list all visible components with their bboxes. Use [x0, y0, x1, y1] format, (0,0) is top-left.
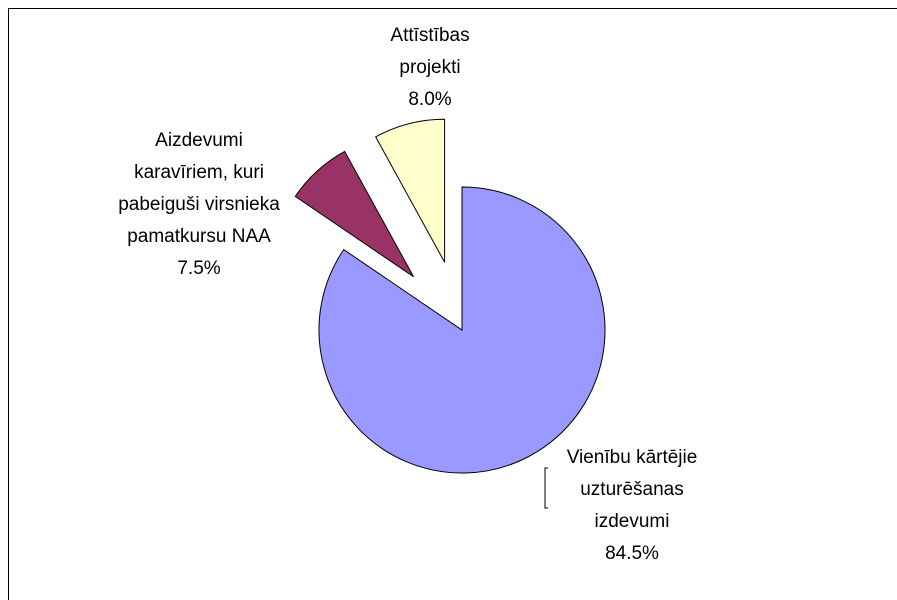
slice-label: Attīstības projekti 8.0% [370, 20, 490, 116]
pie-slice [294, 150, 414, 278]
chart-frame [8, 8, 897, 600]
category-name: Aizdevumi karavīriem, kuri pabeiguši vir… [118, 130, 280, 247]
category-name: Attīstības projekti [390, 25, 470, 78]
pie-slice [375, 118, 446, 263]
pie-slice [318, 186, 606, 474]
value-label: 8.0% [408, 89, 452, 110]
category-name: Vienību kārtējie uzturēšanas izdevumi [566, 447, 698, 532]
value-label: 7.5% [177, 258, 221, 279]
slice-label: Vienību kārtējie uzturēšanas izdevumi 84.… [548, 442, 716, 570]
value-label: 84.5% [605, 543, 659, 564]
leader-line [544, 467, 548, 509]
slice-label: Aizdevumi karavīriem, kuri pabeiguši vir… [118, 125, 280, 285]
